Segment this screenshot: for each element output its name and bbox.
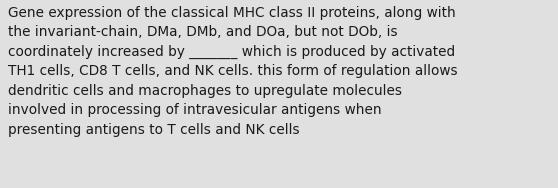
Text: Gene expression of the classical MHC class II proteins, along with
the invariant: Gene expression of the classical MHC cla… [8, 6, 458, 137]
